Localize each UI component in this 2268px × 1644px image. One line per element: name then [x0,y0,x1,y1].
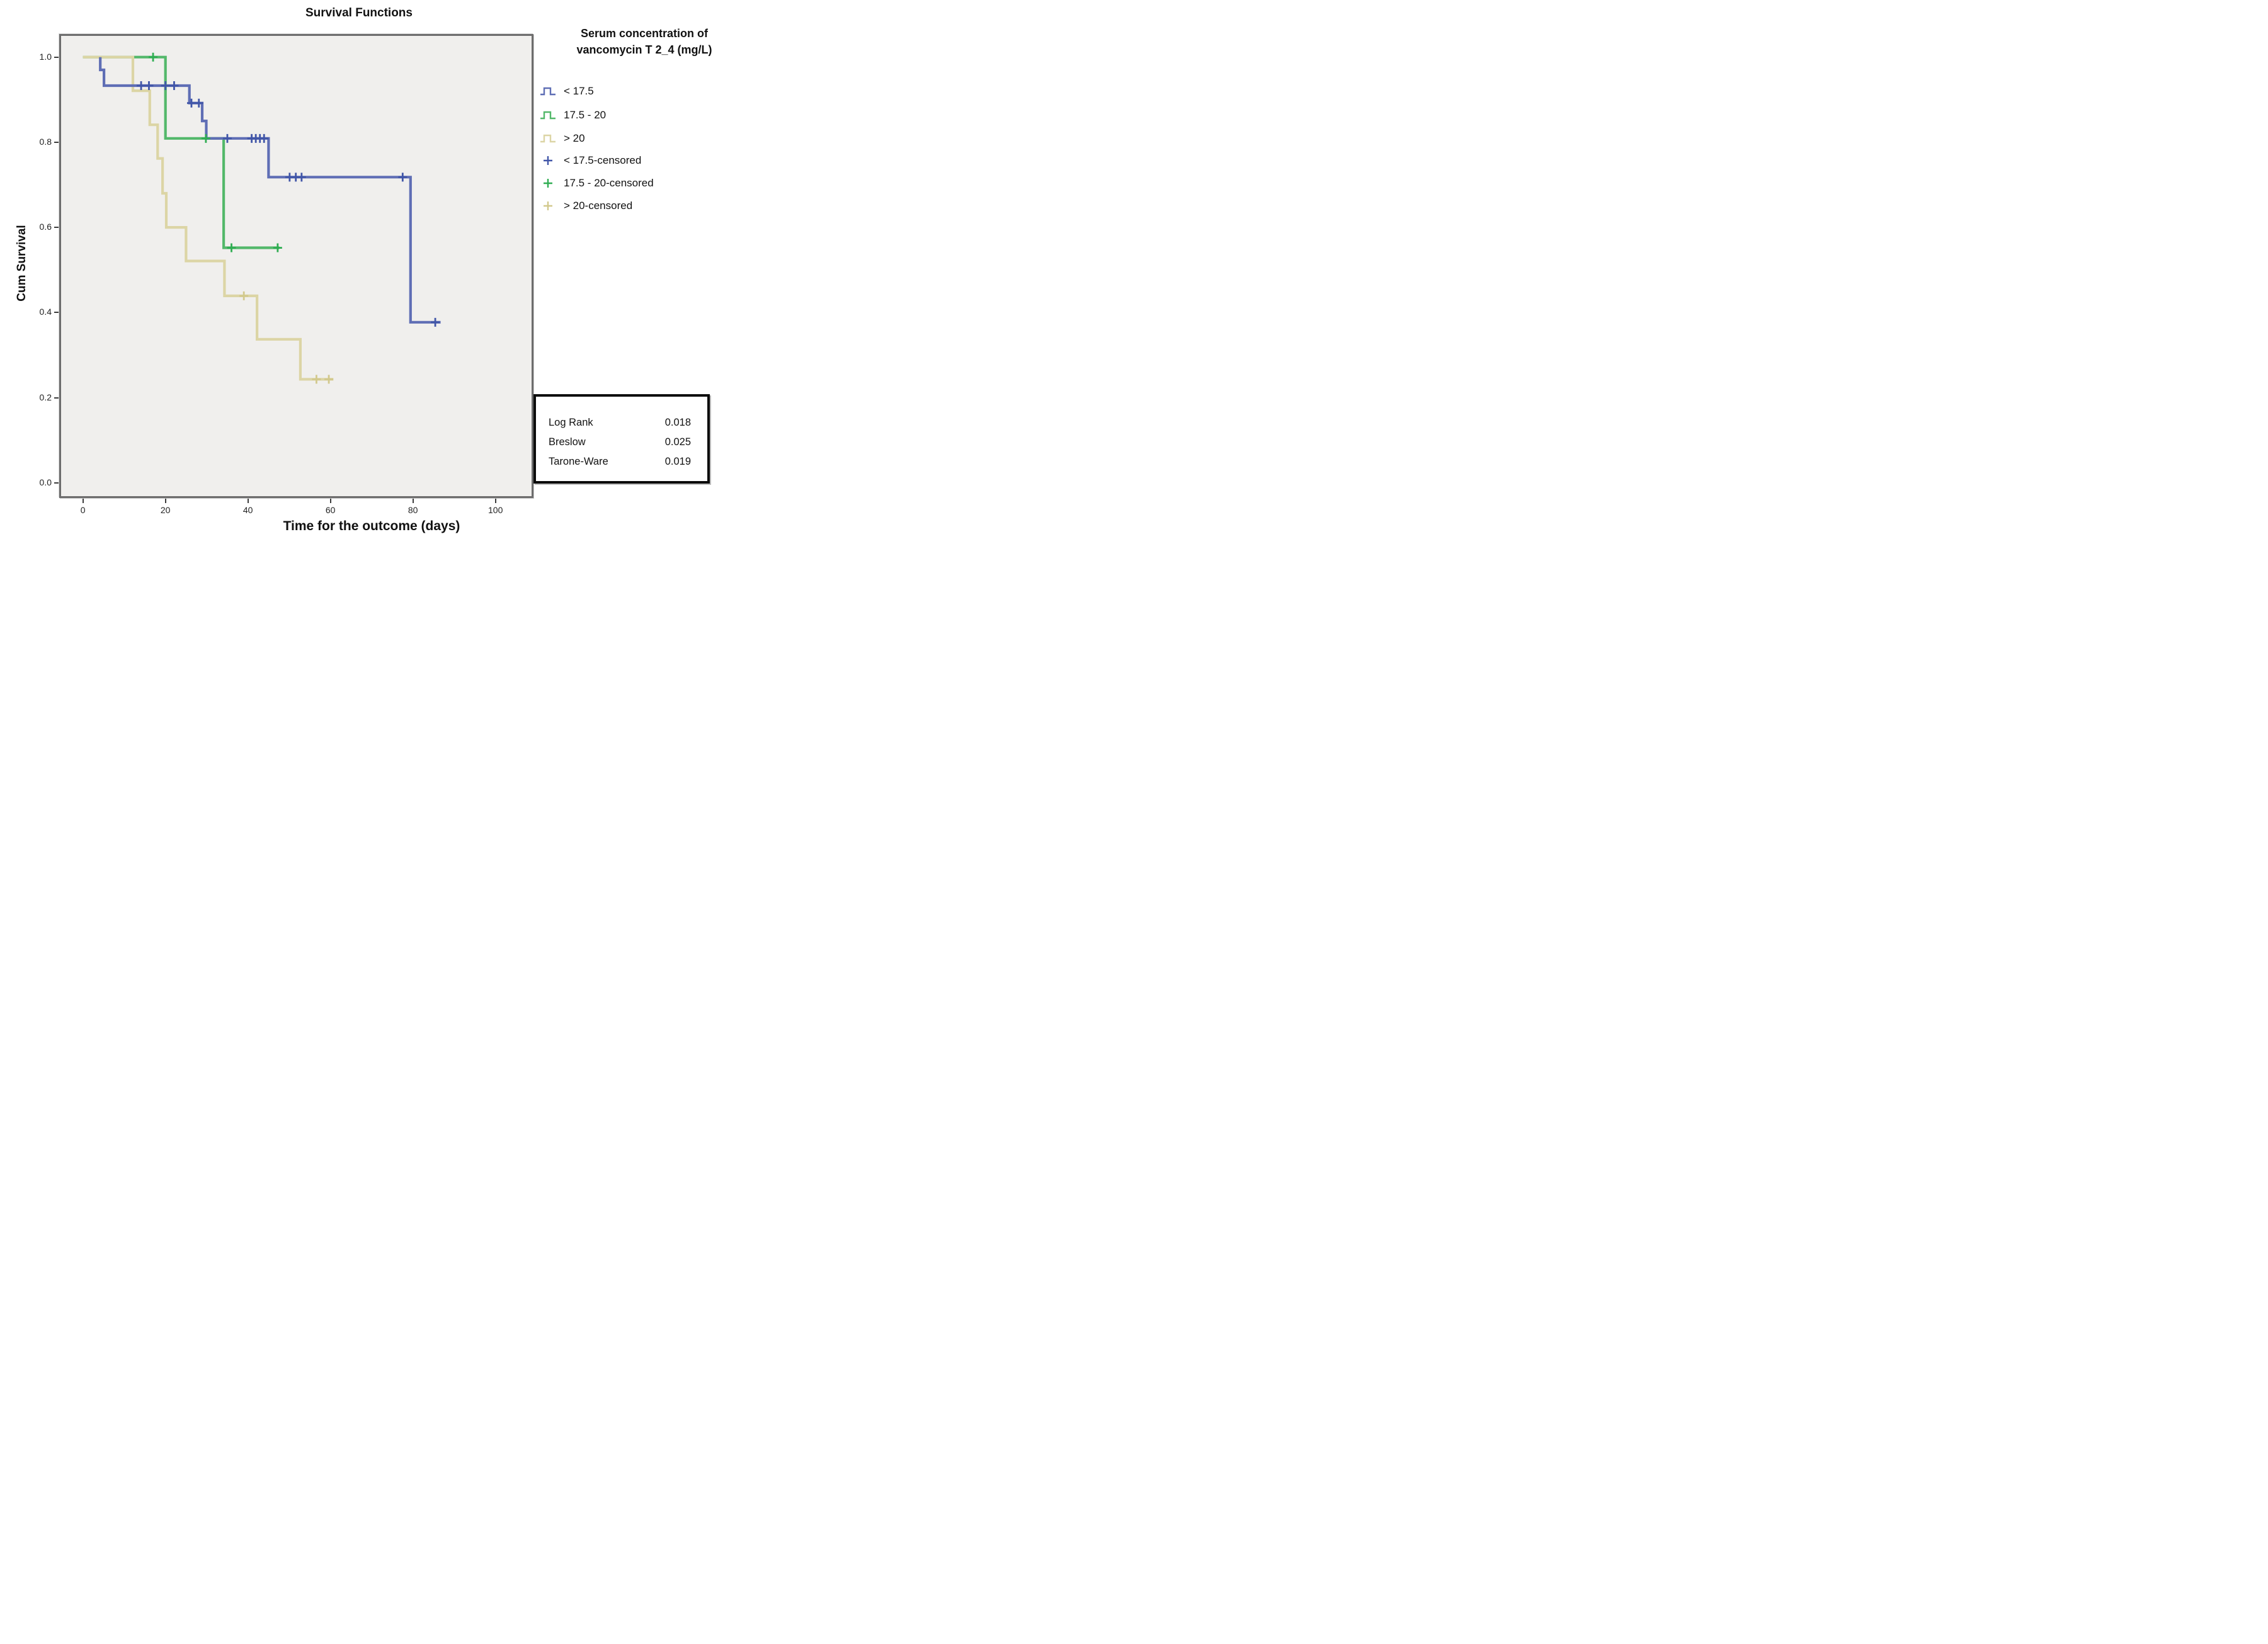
x-tick-mark [412,499,414,503]
step-line-key-icon [540,111,556,120]
censor-mark-> 20 [312,375,321,384]
y-tick-label: 0.8 [39,136,52,147]
stats-row-Log Rank: Log Rank 0.018 [549,413,691,433]
x-tick-mark [329,499,331,503]
censor-mark-< 17.5 [186,98,196,108]
stats-row-Breslow: Breslow 0.025 [549,433,691,452]
legend-item-17.5 - 20-censored: 17.5 - 20-censored [540,175,654,191]
legend: Serum concentration of vancomycin T 2_4 … [537,25,751,212]
censor-mark-< 17.5 [297,173,306,182]
stats-p-value: 0.019 [664,456,691,467]
legend-item-> 20: > 20 [540,130,585,147]
chart-title: Survival Functions [305,6,413,20]
y-tick-mark [54,227,59,229]
censor-mark-< 17.5 [144,81,154,90]
censor-mark-< 17.5 [194,98,203,108]
censor-mark-17.5 - 20 [201,133,210,143]
y-tick-mark [54,482,59,484]
y-tick-label: 0.2 [39,392,52,402]
survival-curve-> 20 [83,55,334,381]
stats-test-name: Tarone-Ware [549,456,608,467]
y-tick-label: 0.4 [39,307,52,317]
y-tick-mark [54,56,59,58]
censored-key-icon [544,179,552,188]
x-tick-label: 0 [80,505,86,515]
stats-test-name: Log Rank [549,417,593,428]
legend-item-label: 17.5 - 20-censored [564,177,654,189]
x-tick-label: 60 [325,505,336,515]
y-tick-mark [54,397,59,399]
legend-item-< 17.5: < 17.5 [540,83,594,99]
x-axis-label: Time for the outcome (days) [283,519,460,533]
y-tick-mark [54,312,59,314]
legend-item-label: < 17.5 [564,85,594,97]
step-line-key-icon [540,87,556,96]
censor-mark-17.5 - 20 [149,52,158,62]
legend-item-> 20-censored: > 20-censored [540,198,632,214]
x-tick-label: 20 [160,505,171,515]
stats-box: Log Rank 0.018 Breslow 0.025 Tarone-Ware 0.01… [533,394,710,484]
censor-mark-< 17.5 [169,81,179,90]
censored-key-icon [544,201,552,210]
stats-p-value: 0.018 [664,417,691,428]
stats-test-name: Breslow [549,436,586,448]
x-tick-mark [494,499,496,503]
censor-mark-< 17.5 [398,173,407,182]
legend-item-label: > 20 [564,132,585,144]
y-tick-label: 1.0 [39,51,52,62]
legend-item-label: 17.5 - 20 [564,109,607,121]
censor-mark-> 20 [239,291,249,300]
legend-item-label: > 20-censored [564,200,633,212]
legend-title-line2: vancomycin T 2_4 (mg/L) [576,43,712,56]
step-line-key-icon [540,134,556,143]
censor-mark-17.5 - 20 [273,243,282,252]
stats-row-Tarone-Ware: Tarone-Ware 0.019 [549,452,691,472]
x-tick-label: 40 [242,505,253,515]
y-tick-label: 0.0 [39,477,52,487]
plot-area [59,34,533,498]
censor-mark-< 17.5 [137,81,146,90]
x-tick-mark [82,499,84,503]
survival-curves-svg [83,52,441,384]
censor-mark-< 17.5 [431,317,440,327]
legend-title: Serum concentration of vancomycin T 2_4 … [537,25,751,58]
censor-mark-< 17.5 [259,133,269,143]
censored-key-icon [544,156,552,165]
y-tick-mark [54,141,59,143]
x-tick-label: 100 [488,505,503,515]
survival-curve-< 17.5 [99,57,441,324]
x-tick-mark [164,499,166,503]
censor-mark-17.5 - 20 [227,243,236,252]
censor-mark-< 17.5 [222,133,232,143]
legend-item-17.5 - 20: 17.5 - 20 [540,107,606,123]
km-survival-chart: Survival Functions Cum Survival 0 20 40 60 8… [0,0,756,548]
censor-mark-< 17.5 [161,81,170,90]
legend-item-label: < 17.5-censored [564,154,642,166]
stats-rows: Log Rank 0.018 Breslow 0.025 Tarone-Ware 0.01… [549,413,691,472]
x-tick-mark [247,499,249,503]
stats-p-value: 0.025 [664,436,691,448]
y-tick-label: 0.6 [39,222,52,232]
censor-mark-> 20 [324,375,334,384]
legend-title-line1: Serum concentration of [580,27,709,40]
x-tick-label: 80 [407,505,418,515]
legend-item-< 17.5-censored: < 17.5-censored [540,152,641,169]
